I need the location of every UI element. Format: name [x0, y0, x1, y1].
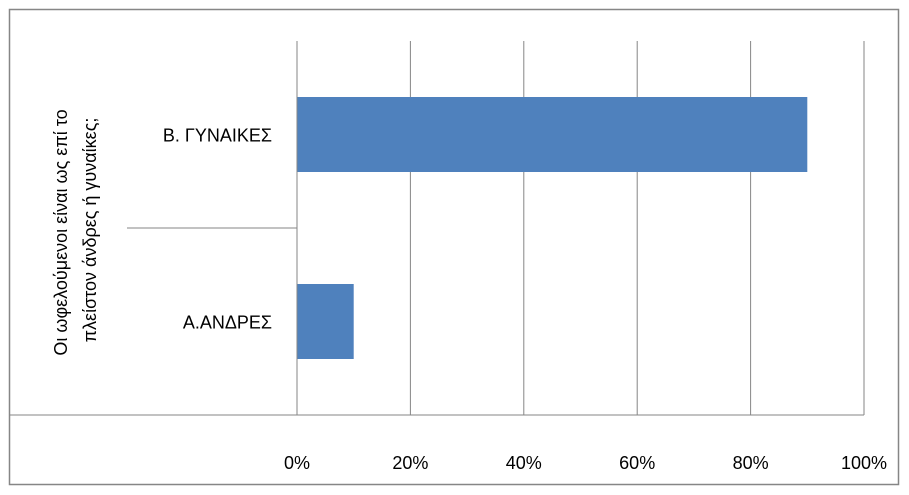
category-label-1: Α.ΑΝΔΡΕΣ	[183, 313, 272, 333]
x-tick-label-0: 0%	[284, 453, 310, 473]
x-tick-label-2: 40%	[506, 453, 542, 473]
x-tick-label-4: 80%	[733, 453, 769, 473]
x-tick-label-5: 100%	[841, 453, 887, 473]
category-label-0: Β. ΓΥΝΑΙΚΕΣ	[163, 126, 272, 146]
bars	[297, 97, 808, 359]
category-labels: Β. ΓΥΝΑΙΚΕΣ Α.ΑΝΔΡΕΣ	[163, 126, 272, 333]
bar-1	[297, 284, 354, 359]
group-label-line-2: πλείστον άνδρες ή γυναίκες;	[80, 118, 100, 343]
group-label-line-1: Οι ωφελούμενοι είναι ως επί το	[51, 109, 71, 355]
x-tick-label-1: 20%	[392, 453, 428, 473]
bar-0	[297, 97, 808, 172]
axes	[10, 41, 864, 416]
chart-border	[8, 8, 900, 486]
x-tick-labels: 0% 20% 40% 60% 80% 100%	[284, 453, 887, 473]
group-label: Οι ωφελούμενοι είναι ως επί το πλείστον …	[51, 104, 100, 355]
x-tick-label-3: 60%	[619, 453, 655, 473]
